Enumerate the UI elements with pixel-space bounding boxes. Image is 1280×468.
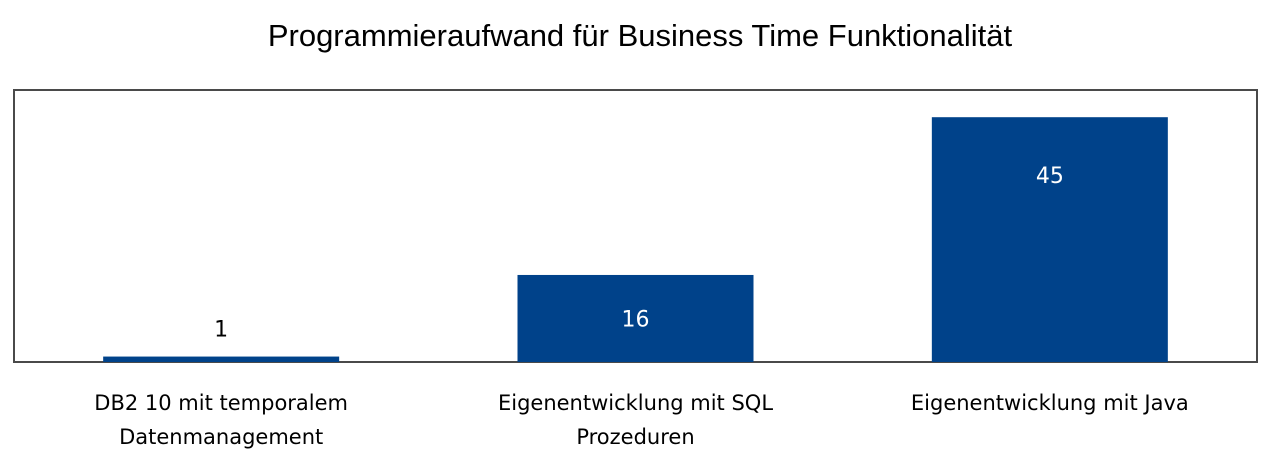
bar-2 (517, 274, 754, 362)
category-label-line: Datenmanagement (119, 425, 323, 449)
category-label-2: Eigenentwicklung mit SQL Prozeduren (498, 391, 773, 449)
data-label-2: 16 (622, 307, 650, 332)
data-label-1: 1 (214, 318, 228, 343)
data-label-3: 45 (1036, 164, 1064, 189)
category-label-line: Prozeduren (576, 425, 694, 449)
category-label-3: Eigenentwicklung mit Java (911, 391, 1189, 415)
bar-1 (103, 356, 340, 362)
category-label-1: DB2 10 mit temporalem Datenmanagement (94, 391, 348, 449)
chart-title: Programmieraufwand für Business Time Fun… (267, 18, 1013, 53)
category-label-line: DB2 10 mit temporalem (94, 391, 348, 415)
category-label-line: Eigenentwicklung mit Java (911, 391, 1189, 415)
category-label-line: Eigenentwicklung mit SQL (498, 391, 773, 415)
bar-3 (931, 117, 1168, 362)
